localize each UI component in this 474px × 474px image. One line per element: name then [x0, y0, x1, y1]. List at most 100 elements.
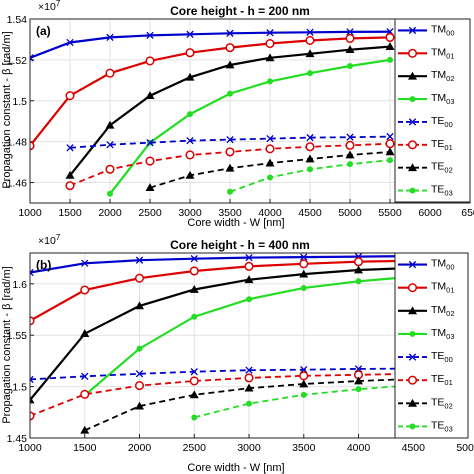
chart-b-legend-tm03-label-main: TM — [431, 327, 446, 339]
chart-b-series-te02-point — [80, 425, 90, 434]
chart-a-series-te01-point — [265, 144, 275, 154]
chart-b-legend-te03-label-sub: 03 — [444, 424, 452, 433]
chart-a-x-tick-label: 650 — [461, 207, 474, 219]
chart-a-x-tick-label: 3500 — [218, 207, 242, 219]
chart-b-series-tm01-point — [353, 257, 364, 267]
chart-a-series-tm01-point — [265, 38, 275, 49]
chart-b-legend-tm00-label-main: TM — [431, 258, 446, 270]
chart-a-legend-te03-label-sub: 03 — [444, 189, 452, 198]
chart-b-series-group — [30, 253, 418, 434]
chart-b-series-tm00-line — [30, 255, 414, 274]
chart-a-series-tm03-line — [109, 58, 391, 195]
chart-a-series-tm02-point — [185, 72, 195, 81]
chart-b-series-tm02-point — [244, 275, 254, 284]
chart-b-series-tm00-point — [300, 253, 308, 261]
chart-a-series-te00-point — [306, 133, 314, 142]
chart-b-series-te02-point — [354, 376, 363, 385]
chart-b-exponent: ×107 — [38, 233, 61, 247]
chart-a-y-tick-label: 1.46 — [7, 178, 28, 190]
chart-a-series-tm00-point — [226, 29, 234, 37]
chart-b-series-tm02-point — [354, 265, 363, 274]
chart-a-series-tm01-point — [145, 56, 155, 66]
chart-b-legend-te03-label: TE03 — [431, 419, 453, 433]
chart-b-legend-te03-label-main: TE — [431, 419, 444, 431]
chart-b-panel-label: (b) — [36, 258, 51, 272]
chart-a-x-tick-label: 1000 — [18, 207, 42, 219]
chart-a-series-te00-point — [146, 139, 154, 147]
chart-b-series-tm02-point — [299, 269, 309, 278]
chart-b-legend-tm01-label: TM01 — [431, 281, 455, 295]
chart-a-series-tm01-point — [345, 33, 355, 43]
chart-b-plot: 1000 1500 2000 2500 3000 3500 4000 4500 5000 1.45… — [7, 252, 474, 454]
chart-b-y-tick-label: 1.5 — [12, 382, 27, 394]
chart-a-series-tm02-point — [305, 49, 315, 58]
chart-b-legend-te02-label-main: TE — [431, 396, 444, 408]
chart-b-series-tm01-point — [134, 273, 145, 283]
chart-a-title: Core height - h = 200 nm — [170, 4, 310, 18]
chart-b-x-tick-label: 3500 — [292, 442, 316, 454]
chart-a-x-tick-label: 4000 — [258, 207, 282, 219]
chart-a-legend-tm03-label-main: TM — [431, 92, 446, 104]
chart-a-series-tm00-point — [106, 33, 114, 42]
chart-a-y-tick-label: 1.54 — [7, 14, 28, 26]
chart-b-series-te01-point — [189, 376, 199, 386]
chart-b-series-tm03-point — [246, 296, 252, 303]
chart-b-series-te01-point — [80, 389, 90, 399]
chart-a-legend-te00-marker — [408, 118, 417, 126]
chart-a-series-te01-point — [145, 156, 155, 166]
chart-a-series-te00-point — [346, 133, 354, 141]
chart-a-series-te00-point — [186, 136, 194, 145]
chart-a-series-tm01-line — [30, 36, 391, 147]
chart-a-series-tm03-point — [187, 111, 193, 118]
chart-a-x-tick-label: 3000 — [178, 207, 202, 219]
chart-b-title: Core height - h = 400 nm — [170, 238, 310, 252]
chart-b-series-te00-point — [190, 368, 198, 376]
chart-b-series-te00-point — [245, 366, 253, 374]
chart-a-ylabel: Propagation constant - β [rad/m] — [1, 31, 13, 188]
chart-a-series-tm03-point — [307, 70, 313, 77]
chart-b-legend-tm02-label: TM02 — [431, 304, 455, 318]
chart-a-series-te01-point — [185, 150, 195, 160]
chart-a-legend-te00-label-main: TE — [431, 115, 444, 127]
chart-a-series-te02-point — [345, 150, 355, 159]
chart-a-series-tm01-point — [65, 91, 75, 101]
chart-b-series-tm03-point — [355, 278, 362, 285]
chart-b-x-tick-label: 3000 — [237, 442, 261, 454]
chart-a-series-tm00-point — [66, 38, 74, 47]
chart-a-exponent: ×107 — [38, 0, 61, 13]
chart-b-series-te02-point — [189, 390, 199, 399]
chart-a-legend-tm00-label-sub: 00 — [446, 28, 454, 37]
chart-b-series-tm02-point — [189, 284, 199, 293]
chart-a-series-tm03-point — [107, 190, 113, 197]
chart-b-legend-tm02-marker — [408, 306, 417, 315]
chart-b-legend-te01-label-main: TE — [431, 373, 444, 385]
chart-b-series-tm01-line — [30, 259, 414, 322]
chart-a-x-tick-label: 1500 — [58, 207, 82, 219]
chart-a-x-tick-label: 6000 — [418, 207, 442, 219]
chart-b-legend-box — [394, 252, 469, 439]
chart-b-x-tick-label: 1500 — [73, 442, 97, 454]
chart-b-series-tm03-point — [191, 313, 198, 320]
chart-a-legend-te01-label: TE01 — [431, 138, 453, 152]
chart-a-series-te02-point — [145, 183, 155, 192]
chart-a-series-tm01-point — [185, 48, 195, 58]
chart-b-series-te00-point — [81, 372, 89, 380]
chart-a-series-tm02-point — [225, 60, 235, 69]
chart-a-series-tm03-point — [387, 56, 393, 63]
chart-b-x-tick-label: 4500 — [402, 442, 426, 454]
chart-a-y-tick-label: 1.48 — [7, 137, 28, 149]
chart-b-series-te02-point — [135, 401, 144, 410]
chart-b-legend-tm03-marker — [409, 330, 416, 337]
chart-a-legend-te02-marker — [408, 163, 417, 172]
chart-a-series-te01-point — [385, 139, 395, 149]
chart-a-series-tm01-point — [225, 43, 235, 53]
chart-b-series-te01-point — [134, 381, 145, 391]
chart-b-x-tick-label: 2500 — [183, 442, 207, 454]
chart-b-series-te01-point — [299, 371, 309, 381]
chart-a-legend-tm01-label: TM01 — [431, 46, 455, 60]
chart-a-x-tick-label: 2000 — [98, 207, 122, 219]
chart-b-legend-tm01-label-main: TM — [431, 281, 446, 293]
